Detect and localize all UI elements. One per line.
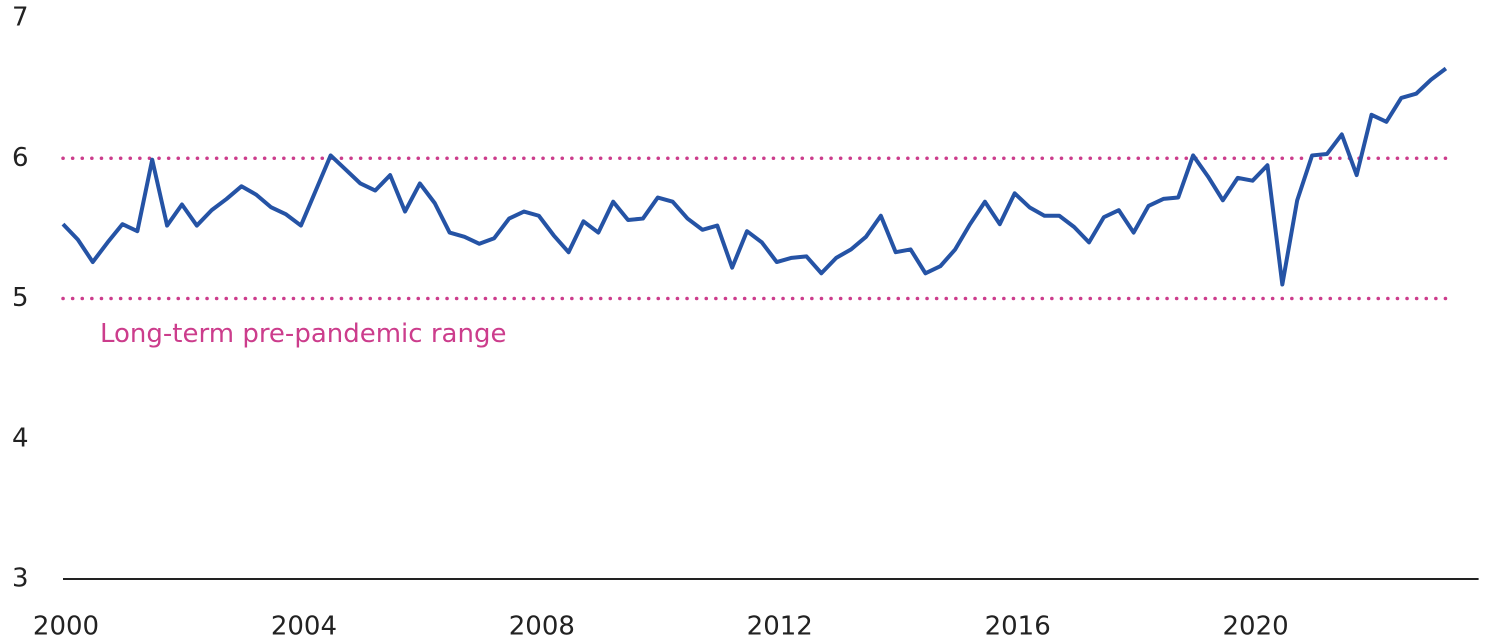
x-tick-label: 2012 [747,612,813,642]
y-tick-label: 7 [12,3,29,33]
x-tick-label: 2020 [1222,612,1288,642]
data-line [61,66,1448,287]
annotation: Long-term pre-pandemic range [100,319,506,349]
y-tick-label: 4 [12,423,29,453]
x-tick-label: 2016 [985,612,1051,642]
x-tick-label: 2004 [271,612,337,642]
y-tick-label: 5 [12,283,29,313]
y-tick-label: 3 [12,564,29,594]
y-tick-label: 6 [12,143,29,173]
x-tick-label: 2008 [509,612,575,642]
x-tick-label: 2000 [33,612,99,642]
